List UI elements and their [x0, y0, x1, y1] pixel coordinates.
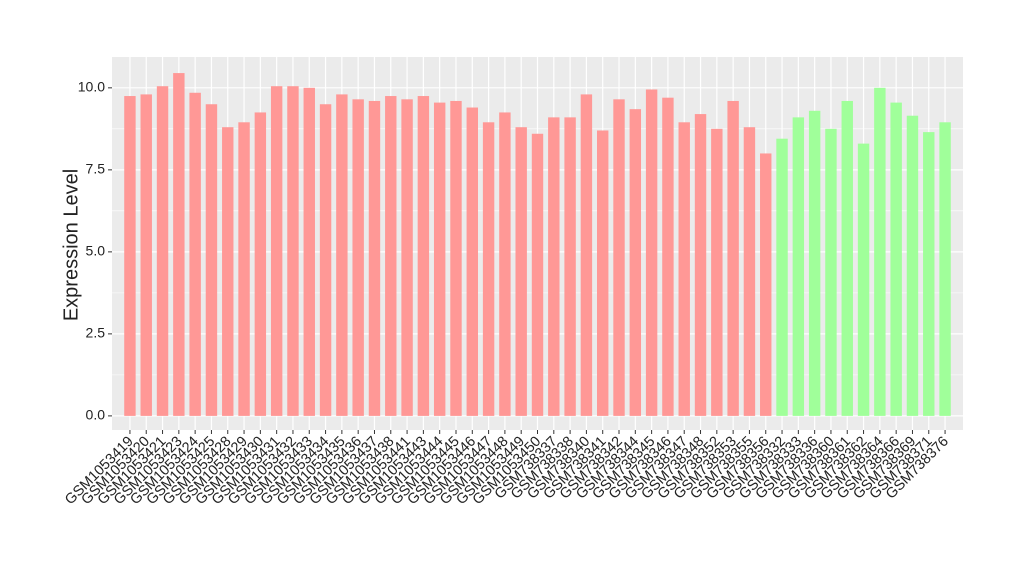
bar	[450, 100, 462, 416]
bar	[923, 132, 935, 416]
bar	[515, 127, 527, 416]
bar	[939, 122, 951, 416]
y-tick-label: 7.5	[86, 161, 106, 177]
bar	[645, 89, 658, 416]
bar	[189, 92, 201, 416]
bar	[222, 127, 234, 416]
bar	[238, 122, 250, 416]
bar	[352, 99, 364, 416]
bar	[173, 73, 185, 416]
bar	[662, 97, 674, 416]
bar	[890, 102, 902, 416]
bar	[874, 87, 886, 416]
bar	[482, 122, 495, 416]
y-tick-label: 0.0	[86, 407, 106, 423]
bar	[906, 115, 919, 416]
bar	[336, 94, 348, 416]
bar	[433, 102, 446, 416]
bar	[727, 100, 739, 416]
bar	[580, 94, 593, 416]
bar	[776, 138, 788, 416]
bar	[417, 96, 430, 416]
bar	[466, 107, 478, 416]
bar	[629, 109, 642, 416]
bar	[140, 94, 152, 416]
bar	[808, 110, 821, 416]
bar	[319, 104, 332, 416]
bar	[792, 117, 805, 416]
bar	[743, 127, 756, 416]
bar	[613, 99, 625, 416]
bar	[564, 117, 576, 416]
bar	[694, 114, 707, 416]
bar	[531, 133, 544, 416]
bar	[499, 112, 511, 416]
bar	[711, 128, 723, 416]
bar	[597, 130, 609, 416]
bar	[156, 86, 169, 416]
bar	[287, 86, 299, 416]
bar	[548, 117, 560, 416]
bar	[857, 143, 870, 416]
bar	[368, 100, 381, 416]
bar	[678, 122, 690, 416]
bar	[760, 153, 772, 416]
bar	[401, 99, 413, 416]
y-tick-label: 5.0	[86, 243, 106, 259]
bar	[270, 86, 283, 416]
y-tick-label: 2.5	[86, 325, 106, 341]
bar	[825, 128, 837, 416]
bar	[124, 96, 136, 416]
bar	[841, 100, 853, 416]
bar	[254, 112, 267, 416]
y-axis-title: Expression Level	[60, 169, 82, 321]
bar	[385, 96, 397, 416]
bar	[303, 87, 315, 416]
bar	[205, 104, 218, 416]
y-tick-label: 10.0	[78, 79, 105, 95]
